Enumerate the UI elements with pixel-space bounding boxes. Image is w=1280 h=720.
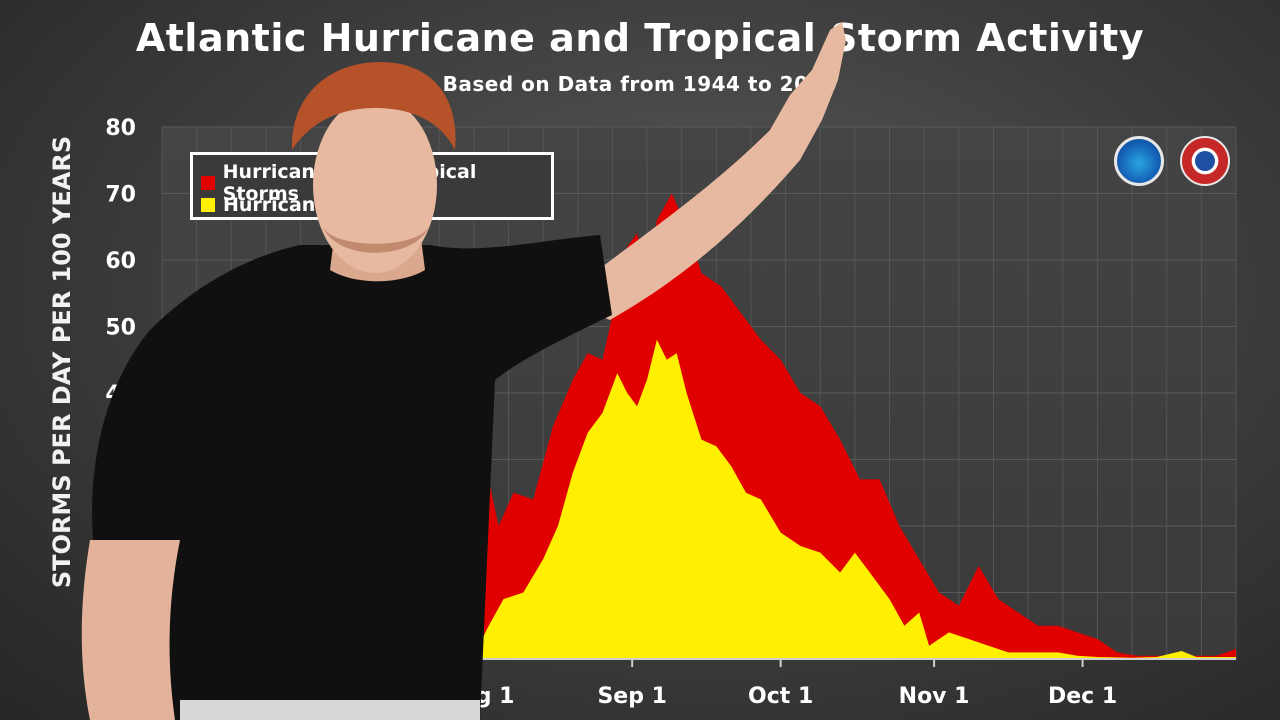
x-tick-label: Sep 1 [597, 684, 666, 709]
x-tick-label: Nov 1 [899, 684, 970, 709]
area-series [162, 193, 1236, 659]
y-tick-label: 50 [105, 316, 136, 341]
y-tick-label: 80 [105, 116, 136, 141]
noaa-logo [1114, 136, 1164, 186]
presenter-hair [291, 62, 456, 150]
legend-swatch-red [201, 176, 215, 190]
presenter-face [313, 97, 437, 273]
presenter-left-arm [81, 540, 180, 720]
y-tick-label: 70 [105, 183, 136, 208]
national-weather-service-logo [1180, 136, 1230, 186]
chart-subtitle: Based on Data from 1944 to 2020 [442, 72, 838, 96]
presenter-belt [180, 700, 480, 720]
x-tick-label: Oct 1 [748, 684, 813, 709]
presenter-shirt [92, 235, 612, 720]
legend-label-hurricanes: Hurricanes [223, 194, 340, 216]
legend-swatch-yellow [201, 198, 215, 212]
x-tick-label: Dec 1 [1048, 684, 1117, 709]
legend-item-hurricanes: Hurricanes [201, 194, 340, 216]
area-hurricanes [162, 339, 1236, 659]
presenter-raised-arm [560, 22, 846, 320]
area-hurricanes-and-tropical-storms [162, 193, 1236, 659]
nws-emblem [1195, 151, 1215, 171]
chart-title: Atlantic Hurricane and Tropical Storm Ac… [135, 16, 1145, 60]
y-tick-label: 60 [105, 249, 136, 274]
presenter-beard [322, 225, 430, 253]
